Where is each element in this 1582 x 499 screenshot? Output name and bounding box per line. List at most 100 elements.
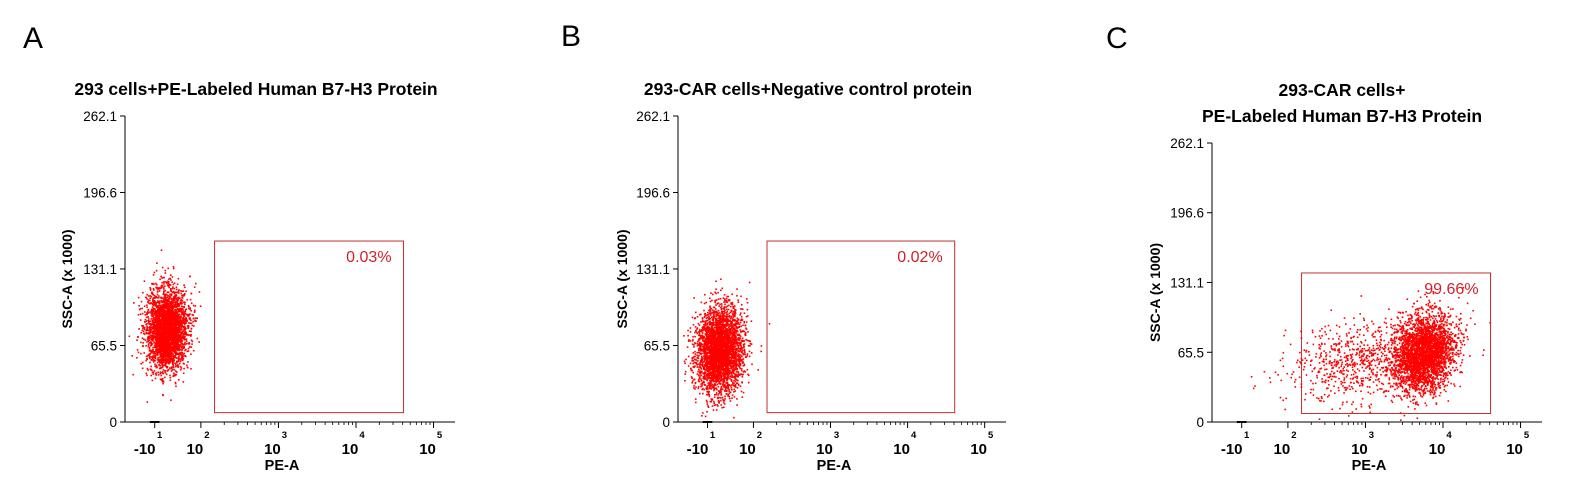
- data-point: [180, 331, 182, 334]
- data-point: [149, 355, 151, 358]
- data-point: [155, 350, 157, 352]
- data-point: [733, 416, 735, 419]
- data-point: [166, 349, 168, 352]
- data-point: [190, 310, 192, 312]
- data-point: [183, 317, 185, 320]
- data-point: [165, 337, 167, 339]
- data-point: [189, 313, 191, 315]
- panel-label: A: [23, 22, 43, 55]
- data-point: [167, 318, 169, 321]
- data-point: [724, 309, 726, 312]
- data-point: [166, 316, 168, 318]
- data-point: [139, 319, 142, 321]
- data-point: [181, 317, 184, 319]
- data-point: [163, 320, 165, 322]
- data-point: [180, 354, 183, 356]
- data-point: [141, 307, 144, 310]
- data-point: [155, 328, 157, 331]
- data-point: [184, 310, 187, 312]
- data-point: [158, 288, 161, 290]
- data-point: [735, 332, 737, 334]
- data-point: [728, 390, 730, 393]
- data-point: [190, 339, 193, 342]
- data-point: [141, 312, 144, 315]
- data-point: [176, 316, 178, 318]
- data-point: [182, 343, 185, 346]
- data-point: [184, 318, 186, 320]
- data-point: [709, 387, 711, 389]
- data-point: [177, 320, 180, 322]
- data-point: [170, 298, 173, 301]
- data-point: [174, 310, 177, 313]
- data-point: [149, 299, 151, 302]
- data-point: [172, 290, 175, 293]
- data-point: [189, 307, 191, 309]
- data-point: [143, 328, 146, 331]
- data-point: [172, 349, 175, 352]
- data-point: [166, 314, 169, 317]
- data-point: [185, 332, 187, 335]
- data-point: [730, 376, 733, 378]
- data-point: [710, 331, 712, 333]
- data-point: [727, 356, 730, 358]
- data-point: [159, 364, 162, 367]
- data-point: [727, 315, 729, 318]
- data-point: [166, 296, 169, 299]
- data-point: [726, 335, 728, 338]
- data-point: [162, 281, 165, 283]
- data-point: [195, 282, 197, 285]
- data-point: [155, 348, 157, 351]
- data-point: [154, 377, 157, 380]
- data-point: [185, 355, 187, 358]
- data-point: [172, 355, 174, 358]
- data-point: [183, 321, 185, 324]
- data-point: [151, 310, 153, 312]
- data-point: [156, 321, 158, 323]
- data-point: [150, 318, 153, 320]
- data-point: [178, 324, 181, 326]
- data-point: [727, 295, 729, 298]
- data-point: [728, 304, 730, 307]
- data-point: [161, 340, 163, 343]
- data-point: [168, 339, 170, 342]
- data-point: [706, 390, 708, 393]
- y-tick-label: 262.1: [83, 109, 117, 124]
- data-point: [709, 320, 711, 323]
- data-point: [166, 325, 169, 327]
- data-point: [173, 282, 176, 284]
- data-point: [173, 320, 176, 323]
- data-point: [152, 304, 155, 307]
- data-point: [147, 345, 150, 348]
- data-point: [150, 368, 152, 371]
- data-point: [735, 378, 737, 381]
- data-point: [707, 406, 710, 408]
- data-point: [710, 332, 712, 334]
- data-point: [732, 349, 735, 352]
- data-point: [161, 364, 164, 366]
- data-point: [155, 365, 158, 368]
- data-point: [151, 303, 154, 306]
- data-point: [740, 345, 742, 347]
- data-point: [151, 320, 154, 322]
- data-point: [181, 308, 184, 310]
- data-point: [716, 313, 718, 316]
- data-point: [176, 338, 178, 340]
- data-point: [177, 360, 179, 363]
- data-point: [187, 313, 189, 316]
- data-point: [172, 302, 174, 304]
- data-point: [148, 331, 150, 334]
- data-point: [159, 336, 161, 338]
- data-point: [190, 335, 192, 337]
- data-point: [171, 360, 173, 362]
- data-point: [712, 318, 714, 320]
- data-point: [739, 335, 742, 338]
- data-point: [734, 362, 736, 364]
- data-point: [725, 369, 727, 372]
- data-point: [164, 324, 166, 327]
- data-point: [695, 386, 697, 388]
- data-point: [151, 369, 153, 372]
- data-point: [188, 342, 190, 344]
- data-point: [172, 363, 174, 366]
- data-point: [715, 314, 718, 316]
